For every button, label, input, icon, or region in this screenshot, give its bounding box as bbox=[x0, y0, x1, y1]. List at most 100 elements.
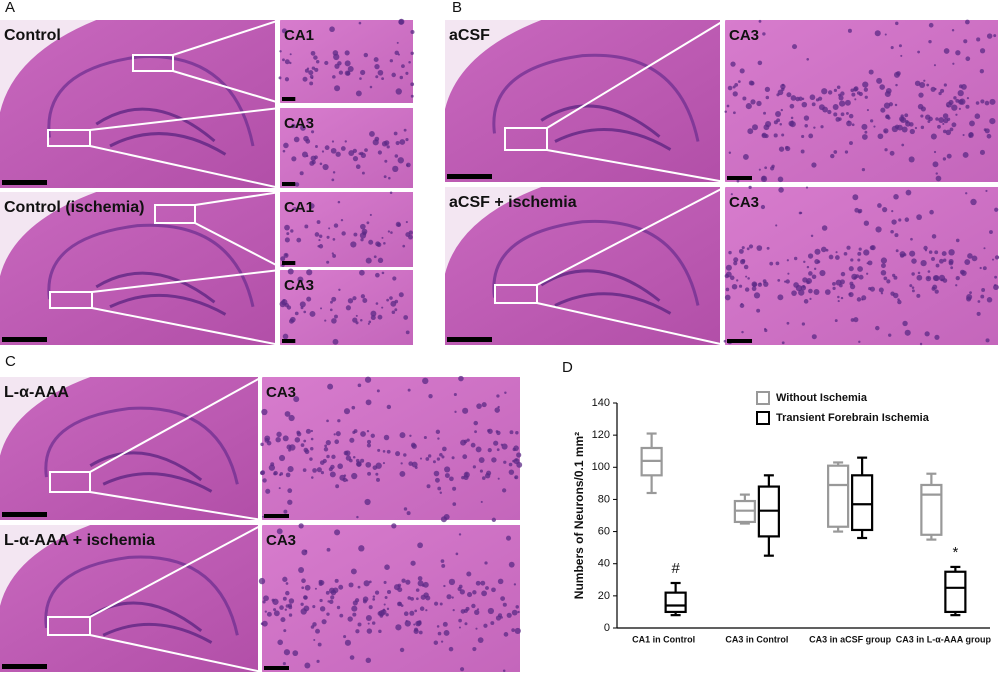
neuron bbox=[901, 143, 905, 147]
neuron bbox=[401, 64, 405, 68]
neuron bbox=[360, 458, 365, 463]
neuron bbox=[969, 291, 972, 295]
neuron bbox=[312, 468, 317, 473]
neuron bbox=[963, 39, 968, 44]
neuron bbox=[786, 321, 790, 325]
neuron bbox=[874, 30, 881, 37]
neuron bbox=[375, 272, 380, 278]
neuron bbox=[343, 408, 351, 415]
neuron bbox=[759, 282, 762, 285]
neuron bbox=[365, 614, 372, 621]
neuron bbox=[410, 596, 414, 601]
neuron bbox=[282, 149, 286, 153]
neuron bbox=[843, 251, 848, 256]
neuron bbox=[311, 66, 316, 70]
neuron bbox=[868, 69, 874, 75]
neuron bbox=[319, 460, 325, 465]
dentate-layer bbox=[89, 451, 213, 493]
neuron bbox=[951, 122, 957, 128]
neuron bbox=[802, 285, 806, 288]
neuron bbox=[806, 280, 810, 285]
neuron bbox=[887, 116, 891, 120]
neuron bbox=[883, 102, 891, 109]
neuron bbox=[911, 286, 915, 289]
neuron bbox=[851, 123, 855, 127]
neuron bbox=[384, 140, 390, 146]
neuron bbox=[904, 329, 911, 336]
neuron bbox=[730, 193, 733, 196]
neuron bbox=[509, 430, 514, 435]
neuron bbox=[775, 261, 780, 266]
neuron bbox=[959, 98, 966, 105]
neuron bbox=[298, 523, 304, 529]
neuron bbox=[905, 121, 911, 127]
panel-letter: C bbox=[5, 353, 16, 370]
neuron bbox=[940, 88, 945, 93]
neuron bbox=[798, 96, 803, 101]
neuron bbox=[820, 246, 827, 253]
neuron bbox=[347, 65, 354, 72]
zoom-line bbox=[194, 191, 281, 206]
neuron bbox=[337, 200, 341, 204]
neuron bbox=[738, 80, 741, 83]
neuron bbox=[832, 281, 836, 286]
neuron bbox=[853, 87, 858, 92]
neuron bbox=[403, 315, 409, 320]
neuron bbox=[911, 272, 915, 276]
neuron bbox=[946, 117, 951, 122]
zoom-box bbox=[47, 129, 91, 147]
neuron bbox=[335, 151, 341, 157]
neuron bbox=[888, 102, 894, 107]
neuron bbox=[394, 50, 399, 56]
neuron bbox=[929, 209, 934, 215]
neuron bbox=[281, 28, 287, 34]
neuron bbox=[892, 292, 899, 299]
neuron bbox=[378, 629, 382, 634]
neuron bbox=[417, 542, 423, 549]
neuron bbox=[344, 70, 351, 76]
neuron bbox=[821, 88, 828, 95]
y-tick-label: 0 bbox=[604, 622, 610, 634]
neuron bbox=[279, 300, 286, 308]
neuron bbox=[897, 298, 900, 301]
hippocampus-layer bbox=[47, 223, 255, 308]
neuron bbox=[323, 447, 329, 452]
neuron bbox=[895, 21, 899, 26]
neuron bbox=[765, 95, 770, 100]
image-label: Control (ischemia) bbox=[4, 199, 144, 216]
neuron bbox=[746, 247, 750, 251]
neuron bbox=[508, 462, 513, 467]
neuron bbox=[381, 271, 385, 275]
neuron bbox=[452, 502, 457, 506]
neuron bbox=[885, 88, 892, 94]
neuron bbox=[803, 115, 810, 121]
neuron bbox=[514, 475, 519, 480]
neuron bbox=[777, 176, 784, 183]
neuron bbox=[804, 124, 808, 128]
neuron bbox=[984, 100, 990, 106]
neuron bbox=[757, 60, 763, 66]
neuron bbox=[462, 407, 469, 414]
neuron bbox=[728, 250, 732, 255]
neuron bbox=[314, 587, 317, 590]
neuron bbox=[310, 130, 315, 134]
neuron bbox=[337, 463, 343, 470]
neuron bbox=[733, 261, 738, 266]
y-tick-label: 140 bbox=[592, 397, 610, 409]
neuron bbox=[402, 244, 406, 248]
neuron bbox=[366, 221, 370, 225]
neuron bbox=[861, 295, 867, 301]
neuron bbox=[374, 63, 380, 70]
neuron bbox=[405, 71, 409, 75]
neuron bbox=[358, 21, 362, 25]
neuron bbox=[437, 631, 442, 636]
neuron bbox=[934, 334, 940, 340]
neuron bbox=[928, 116, 933, 122]
neuron bbox=[876, 77, 883, 84]
neuron bbox=[443, 630, 450, 636]
zoom-box bbox=[504, 127, 548, 151]
neuron bbox=[405, 138, 409, 142]
neuron bbox=[278, 487, 281, 490]
neuron bbox=[284, 237, 290, 243]
neuron bbox=[392, 276, 397, 281]
